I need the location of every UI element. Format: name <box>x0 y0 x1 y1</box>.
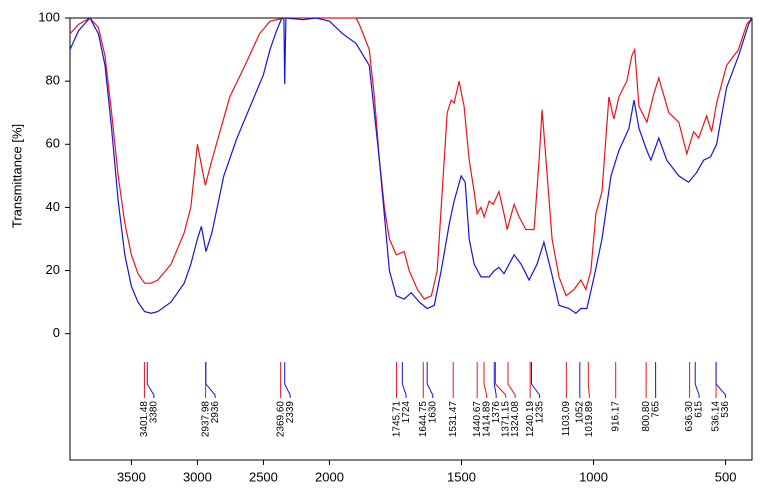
plot-frame <box>70 18 752 460</box>
peak-marker <box>588 362 589 398</box>
x-tick-label: 3000 <box>183 469 212 484</box>
x-tick-label: 1500 <box>447 469 476 484</box>
x-tick-label: 3500 <box>117 469 146 484</box>
peak-marker <box>402 362 406 398</box>
peak-label: 1019.89 <box>584 401 595 438</box>
peak-label: 1235 <box>534 401 545 424</box>
peak-marker <box>496 362 506 398</box>
x-tick-label: 2500 <box>249 469 278 484</box>
peak-label: 536 <box>720 401 731 418</box>
peak-marker <box>695 362 699 398</box>
y-axis-label: Transmittance [%] <box>9 124 24 228</box>
peak-marker <box>508 362 515 398</box>
x-tick-label: 1000 <box>579 469 608 484</box>
peak-label: 615 <box>694 401 705 418</box>
peak-marker <box>147 362 154 398</box>
x-tick-label: 500 <box>715 469 737 484</box>
peak-label: 1324.08 <box>510 401 521 438</box>
peak-marker <box>716 362 725 398</box>
peak-label: 3380 <box>149 401 160 424</box>
peak-marker <box>531 362 539 398</box>
y-tick-label: 100 <box>38 9 60 24</box>
y-tick-label: 0 <box>53 325 60 340</box>
x-tick-label: 2000 <box>315 469 344 484</box>
peak-label: 2936 <box>210 401 221 424</box>
peak-marker <box>484 362 487 398</box>
peak-label: 1630 <box>427 401 438 424</box>
peak-marker <box>427 362 433 398</box>
peak-label: 1531.47 <box>448 401 459 438</box>
peak-label: 2339 <box>285 401 296 424</box>
y-tick-label: 40 <box>46 199 60 214</box>
y-tick-label: 60 <box>46 136 60 151</box>
peak-marker <box>206 362 215 398</box>
y-tick-label: 20 <box>46 262 60 277</box>
peak-label: 1724 <box>401 401 412 424</box>
spectrum-line <box>70 18 752 313</box>
peak-label: 765 <box>650 401 661 418</box>
peak-marker <box>285 362 290 398</box>
y-tick-label: 80 <box>46 73 60 88</box>
peak-label: 1103.09 <box>561 401 572 437</box>
peak-label: 916.17 <box>610 401 621 432</box>
